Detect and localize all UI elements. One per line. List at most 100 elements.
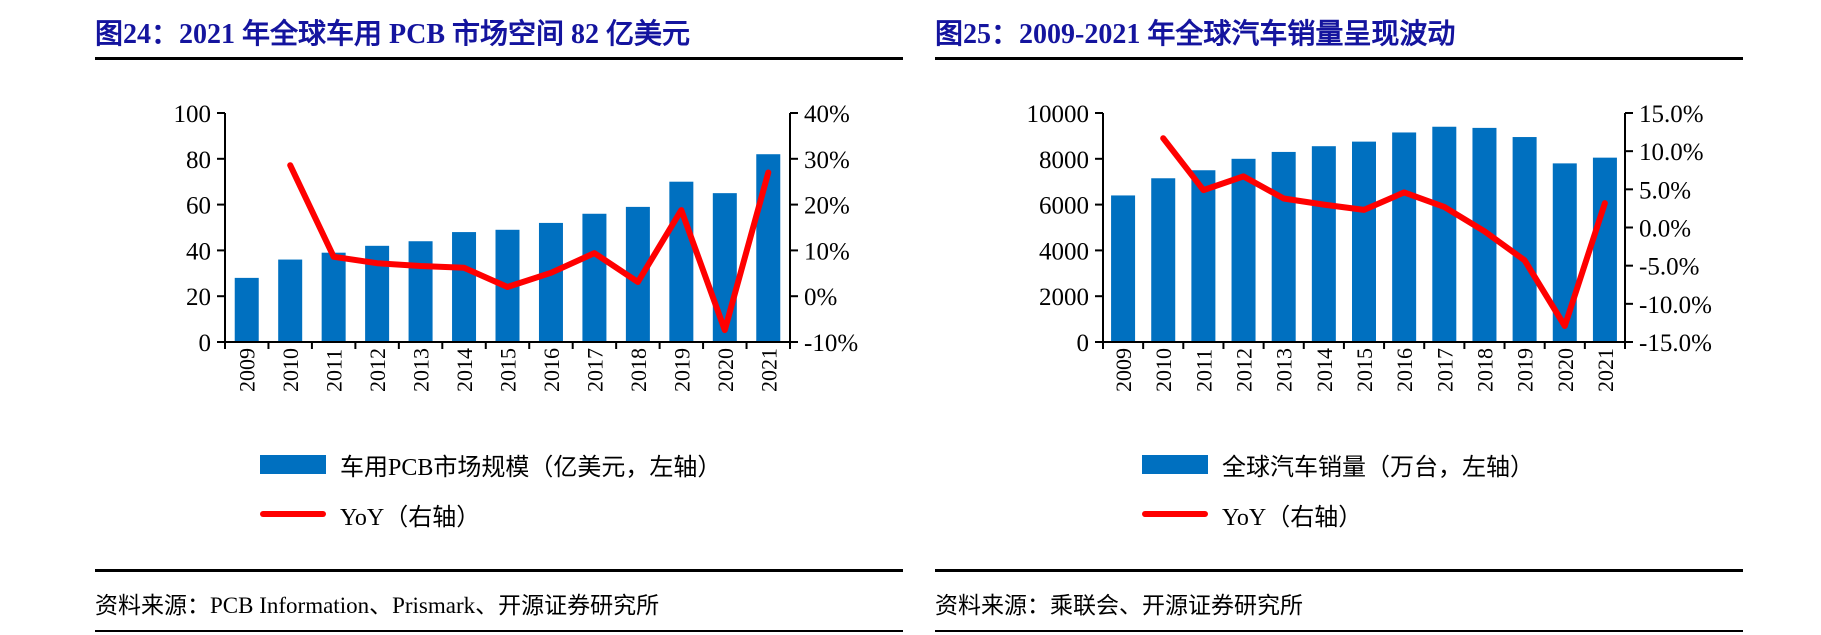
chart-legend: 全球汽车销量（万台，左轴） YoY（右轴） [1142, 450, 1534, 531]
x-axis-label: 2010 [278, 348, 303, 392]
figure-panel-25: 图25：2009-2021 年全球汽车销量呈现波动 0 2000 4000 6000 8… [935, 14, 1743, 635]
legend-label: YoY（右轴） [1222, 504, 1363, 531]
bar-2019 [669, 181, 694, 342]
left-axis-label: 2000 [1039, 284, 1089, 311]
x-axis-label: 2012 [1232, 348, 1257, 392]
x-axis-label: 2009 [235, 348, 260, 392]
x-axis-label: 2013 [1272, 348, 1297, 392]
source-rule [95, 569, 903, 572]
figure-title: 图25：2009-2021 年全球汽车销量呈现波动 [935, 19, 1456, 50]
yoy-line [1160, 135, 1608, 329]
legend-label: YoY（右轴） [340, 504, 481, 531]
x-axis-label: 2014 [1312, 348, 1337, 392]
figure-title: 图24：2021 年全球车用 PCB 市场空间 82 亿美元 [95, 19, 691, 50]
bar-swatch-icon [260, 454, 326, 474]
bar-2016 [1392, 132, 1417, 342]
title-rule [95, 57, 903, 60]
bar-2009 [1111, 195, 1136, 342]
line-swatch-icon [1142, 511, 1208, 517]
bar-2020 [712, 193, 737, 342]
x-axis-label: 2011 [322, 349, 347, 392]
left-axis-label: 40 [186, 238, 211, 265]
right-axis-label: 20% [804, 193, 850, 220]
legend-item-bar: 车用PCB市场规模（亿美元，左轴） [260, 450, 721, 481]
right-axis-label: 0% [804, 284, 837, 311]
right-axis-label: 10% [804, 238, 850, 265]
x-axis-label: 2019 [1513, 348, 1538, 392]
bar-2016 [538, 222, 563, 342]
left-axis-label: 10000 [1027, 101, 1090, 128]
x-axis-label: 2014 [452, 348, 477, 392]
x-axis-label: 2019 [669, 348, 694, 392]
yoy-line [287, 162, 772, 334]
legend-item-bar: 全球汽车销量（万台，左轴） [1142, 450, 1534, 481]
left-axis-label: 8000 [1039, 147, 1089, 174]
bar-2015 [1352, 141, 1376, 342]
source-text: 资料来源：PCB Information、Prismark、开源证券研究所 [95, 593, 660, 618]
title-rule [935, 57, 1743, 60]
pcb-market-combo-chart: 0 20 40 60 80 100 -10% 0% 10% 20% 30% 40% 2009 2010 20… [174, 101, 859, 392]
bar-2019 [1512, 137, 1537, 342]
bar-2012 [1231, 158, 1256, 342]
right-axis-label: 15.0% [1639, 101, 1704, 128]
chart-legend: 车用PCB市场规模（亿美元，左轴） YoY（右轴） [260, 450, 721, 531]
x-axis-label: 2015 [1352, 348, 1377, 392]
bar-2010 [278, 259, 303, 342]
bar-2011 [321, 252, 346, 342]
x-axis-label: 2018 [1472, 348, 1497, 392]
left-axis-label: 4000 [1039, 238, 1089, 265]
x-axis-label: 2021 [756, 348, 781, 392]
right-axis-label: -5.0% [1639, 254, 1699, 281]
bar-2013 [408, 241, 433, 342]
left-axis-label: 80 [186, 147, 211, 174]
bottom-rule [95, 630, 903, 632]
bar-2017 [1432, 126, 1457, 342]
x-axis-label: 2020 [713, 348, 738, 392]
bar-2014 [452, 232, 477, 342]
auto-sales-combo-chart: 0 2000 4000 6000 8000 10000 -15.0% -10.0% -5.0% 0… [1027, 101, 1712, 392]
x-axis-label: 2016 [539, 348, 564, 392]
x-axis-label: 2017 [1432, 348, 1457, 392]
x-axis-label: 2012 [365, 348, 390, 392]
x-axis-label: 2016 [1392, 348, 1417, 392]
x-axis-label: 2021 [1593, 348, 1618, 392]
source-rule [935, 569, 1743, 572]
right-axis-label: -15.0% [1639, 330, 1712, 357]
right-axis-label: 5.0% [1639, 177, 1691, 204]
legend-item-line: YoY（右轴） [1142, 500, 1534, 531]
x-axis-label: 2018 [626, 348, 651, 392]
legend-item-line: YoY（右轴） [260, 500, 721, 531]
line-swatch-icon [260, 511, 326, 517]
bar-2011 [1191, 170, 1216, 342]
bar-2014 [1311, 146, 1336, 342]
right-axis-label: 40% [804, 101, 850, 128]
left-axis-label: 60 [186, 193, 211, 220]
x-axis-label: 2015 [496, 348, 521, 392]
x-axis-label: 2017 [582, 348, 607, 392]
left-axis-label: 0 [199, 330, 212, 357]
right-axis-label: 10.0% [1639, 139, 1704, 166]
bar-2009 [234, 277, 259, 342]
x-axis-label: 2009 [1111, 348, 1136, 392]
bar-swatch-icon [1142, 454, 1208, 474]
right-axis-label: -10.0% [1639, 292, 1712, 319]
left-axis-label: 20 [186, 284, 211, 311]
left-axis-label: 6000 [1039, 193, 1089, 220]
bar-2021 [756, 154, 781, 342]
legend-label: 全球汽车销量（万台，左轴） [1222, 454, 1534, 481]
right-axis-label: 0.0% [1639, 216, 1691, 243]
x-axis-label: 2010 [1151, 348, 1176, 392]
x-axis-label: 2020 [1553, 348, 1578, 392]
right-axis-label: 30% [804, 147, 850, 174]
bar-2013 [1271, 151, 1296, 342]
legend-label: 车用PCB市场规模（亿美元，左轴） [340, 454, 722, 481]
left-axis-label: 100 [174, 101, 212, 128]
bottom-rule [935, 630, 1743, 632]
x-axis-label: 2011 [1191, 349, 1216, 392]
x-axis-label: 2013 [409, 348, 434, 392]
source-text: 资料来源：乘联会、开源证券研究所 [935, 593, 1303, 618]
left-axis-label: 0 [1077, 330, 1090, 357]
figure-panel-24: 图24：2021 年全球车用 PCB 市场空间 82 亿美元 0 20 40 60 80… [95, 14, 903, 635]
bar-2021 [1592, 157, 1617, 342]
